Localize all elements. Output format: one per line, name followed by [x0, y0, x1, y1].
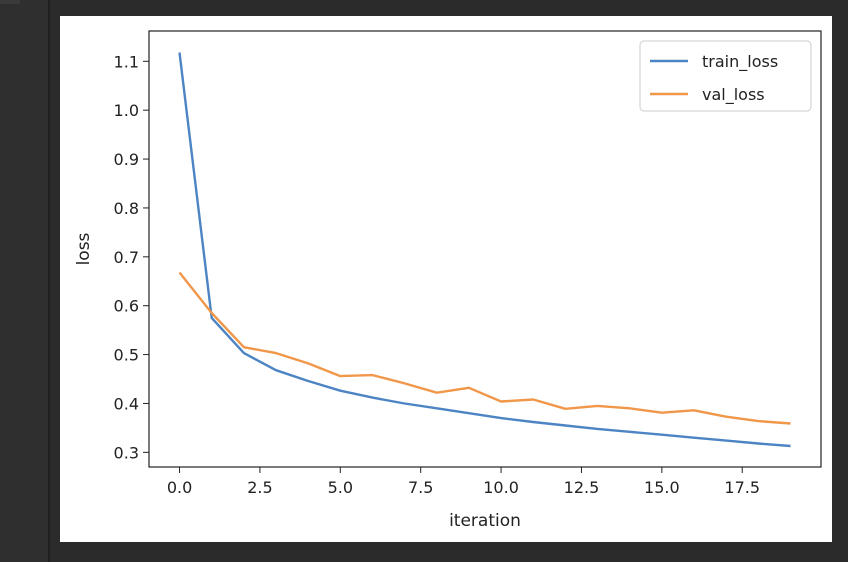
x-tick-label: 17.5 [724, 478, 760, 497]
y-tick-label: 0.8 [114, 199, 139, 218]
x-tick-label: 10.0 [483, 478, 519, 497]
x-tick-label: 12.5 [564, 478, 600, 497]
cell-top-strip [0, 0, 20, 4]
y-tick-label: 0.4 [114, 394, 139, 413]
x-tick-label: 15.0 [644, 478, 680, 497]
lines-layer [178, 52, 791, 448]
y-tick-label: 0.5 [114, 346, 139, 365]
x-axis-label: iteration [449, 511, 521, 531]
x-tick-label: 7.5 [408, 478, 433, 497]
y-tick-label: 0.7 [114, 248, 139, 267]
notebook-cell-gutter [0, 0, 50, 562]
series-line-train-loss [178, 52, 791, 448]
ticks-layer: 0.0 2.5 5.0 7.5 10.0 12.5 15.0 17.5 0.3 0.4 0.5 0.6… [114, 52, 760, 497]
legend: train_loss val_loss [639, 40, 812, 112]
y-tick-label: 1.0 [114, 101, 139, 120]
y-axis-label: loss [74, 232, 94, 265]
x-tick-label: 5.0 [328, 478, 353, 497]
x-tick-label: 2.5 [247, 478, 272, 497]
y-tick-label: 0.3 [114, 443, 139, 462]
plot-figure: 0.0 2.5 5.0 7.5 10.0 12.5 15.0 17.5 0.3 0.4 0.5 0.6… [60, 16, 832, 542]
series-line-val-loss [178, 271, 791, 425]
x-tick-label: 0.0 [167, 478, 192, 497]
y-tick-label: 0.6 [114, 297, 139, 316]
line-chart: 0.0 2.5 5.0 7.5 10.0 12.5 15.0 17.5 0.3 0.4 0.5 0.6… [74, 30, 822, 531]
axes-frame [148, 30, 822, 468]
y-tick-label: 1.1 [114, 52, 139, 71]
legend-label-val-loss: val_loss [702, 85, 765, 105]
y-tick-label: 0.9 [114, 150, 139, 169]
legend-label-train-loss: train_loss [702, 52, 778, 72]
